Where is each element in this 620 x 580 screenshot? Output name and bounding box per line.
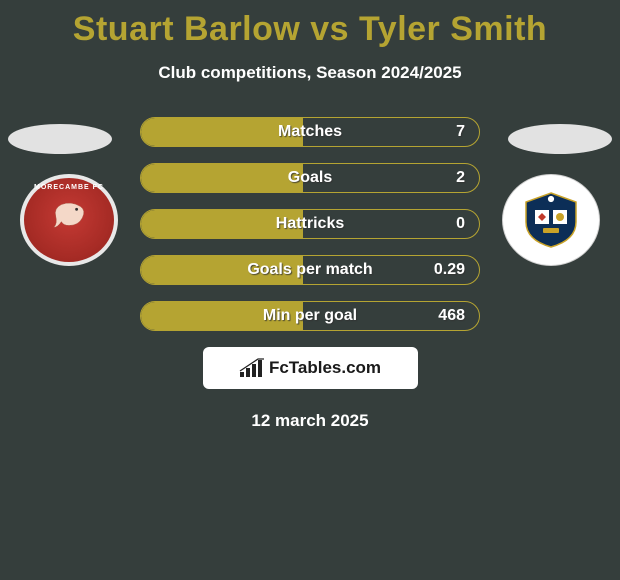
stat-bar-value: 7 (456, 123, 465, 141)
stat-bar-value: 0.29 (434, 261, 465, 279)
stats-bars: Matches 7 Goals 2 Hattricks 0 Goals per … (140, 117, 480, 331)
source-logo-text: FcTables.com (269, 358, 381, 378)
stat-bar-label: Min per goal (263, 307, 357, 325)
subtitle: Club competitions, Season 2024/2025 (0, 63, 620, 83)
stat-bar-label: Goals per match (247, 261, 372, 279)
stat-bar-fill (141, 164, 303, 192)
barrow-crest-icon (521, 190, 581, 250)
right-club-badge (502, 174, 600, 266)
stat-bar: Goals per match 0.29 (140, 255, 480, 285)
fctables-icon (239, 358, 265, 378)
stat-bar-label: Matches (278, 123, 342, 141)
left-badge-text: MORECAMBE FC (24, 184, 114, 191)
stat-bar: Hattricks 0 (140, 209, 480, 239)
shrimp-icon (50, 198, 88, 232)
left-club-badge: MORECAMBE FC (20, 174, 118, 266)
stat-bar-value: 0 (456, 215, 465, 233)
stat-bar-label: Goals (288, 169, 332, 187)
stat-bar: Goals 2 (140, 163, 480, 193)
stat-bar-value: 468 (438, 307, 465, 325)
stat-bar: Min per goal 468 (140, 301, 480, 331)
stat-bar: Matches 7 (140, 117, 480, 147)
page-title: Stuart Barlow vs Tyler Smith (0, 0, 620, 49)
date-text: 12 march 2025 (0, 411, 620, 431)
stat-bar-label: Hattricks (276, 215, 344, 233)
left-player-oval (8, 124, 112, 154)
stat-bar-value: 2 (456, 169, 465, 187)
source-logo: FcTables.com (203, 347, 418, 389)
right-player-oval (508, 124, 612, 154)
